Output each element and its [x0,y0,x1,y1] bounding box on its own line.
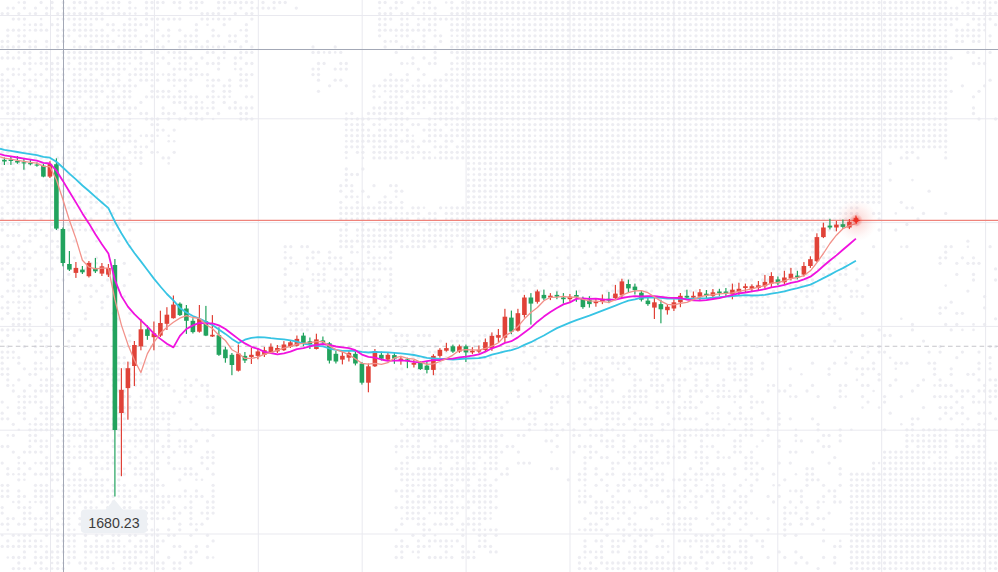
svg-text:1680.23: 1680.23 [88,515,139,531]
